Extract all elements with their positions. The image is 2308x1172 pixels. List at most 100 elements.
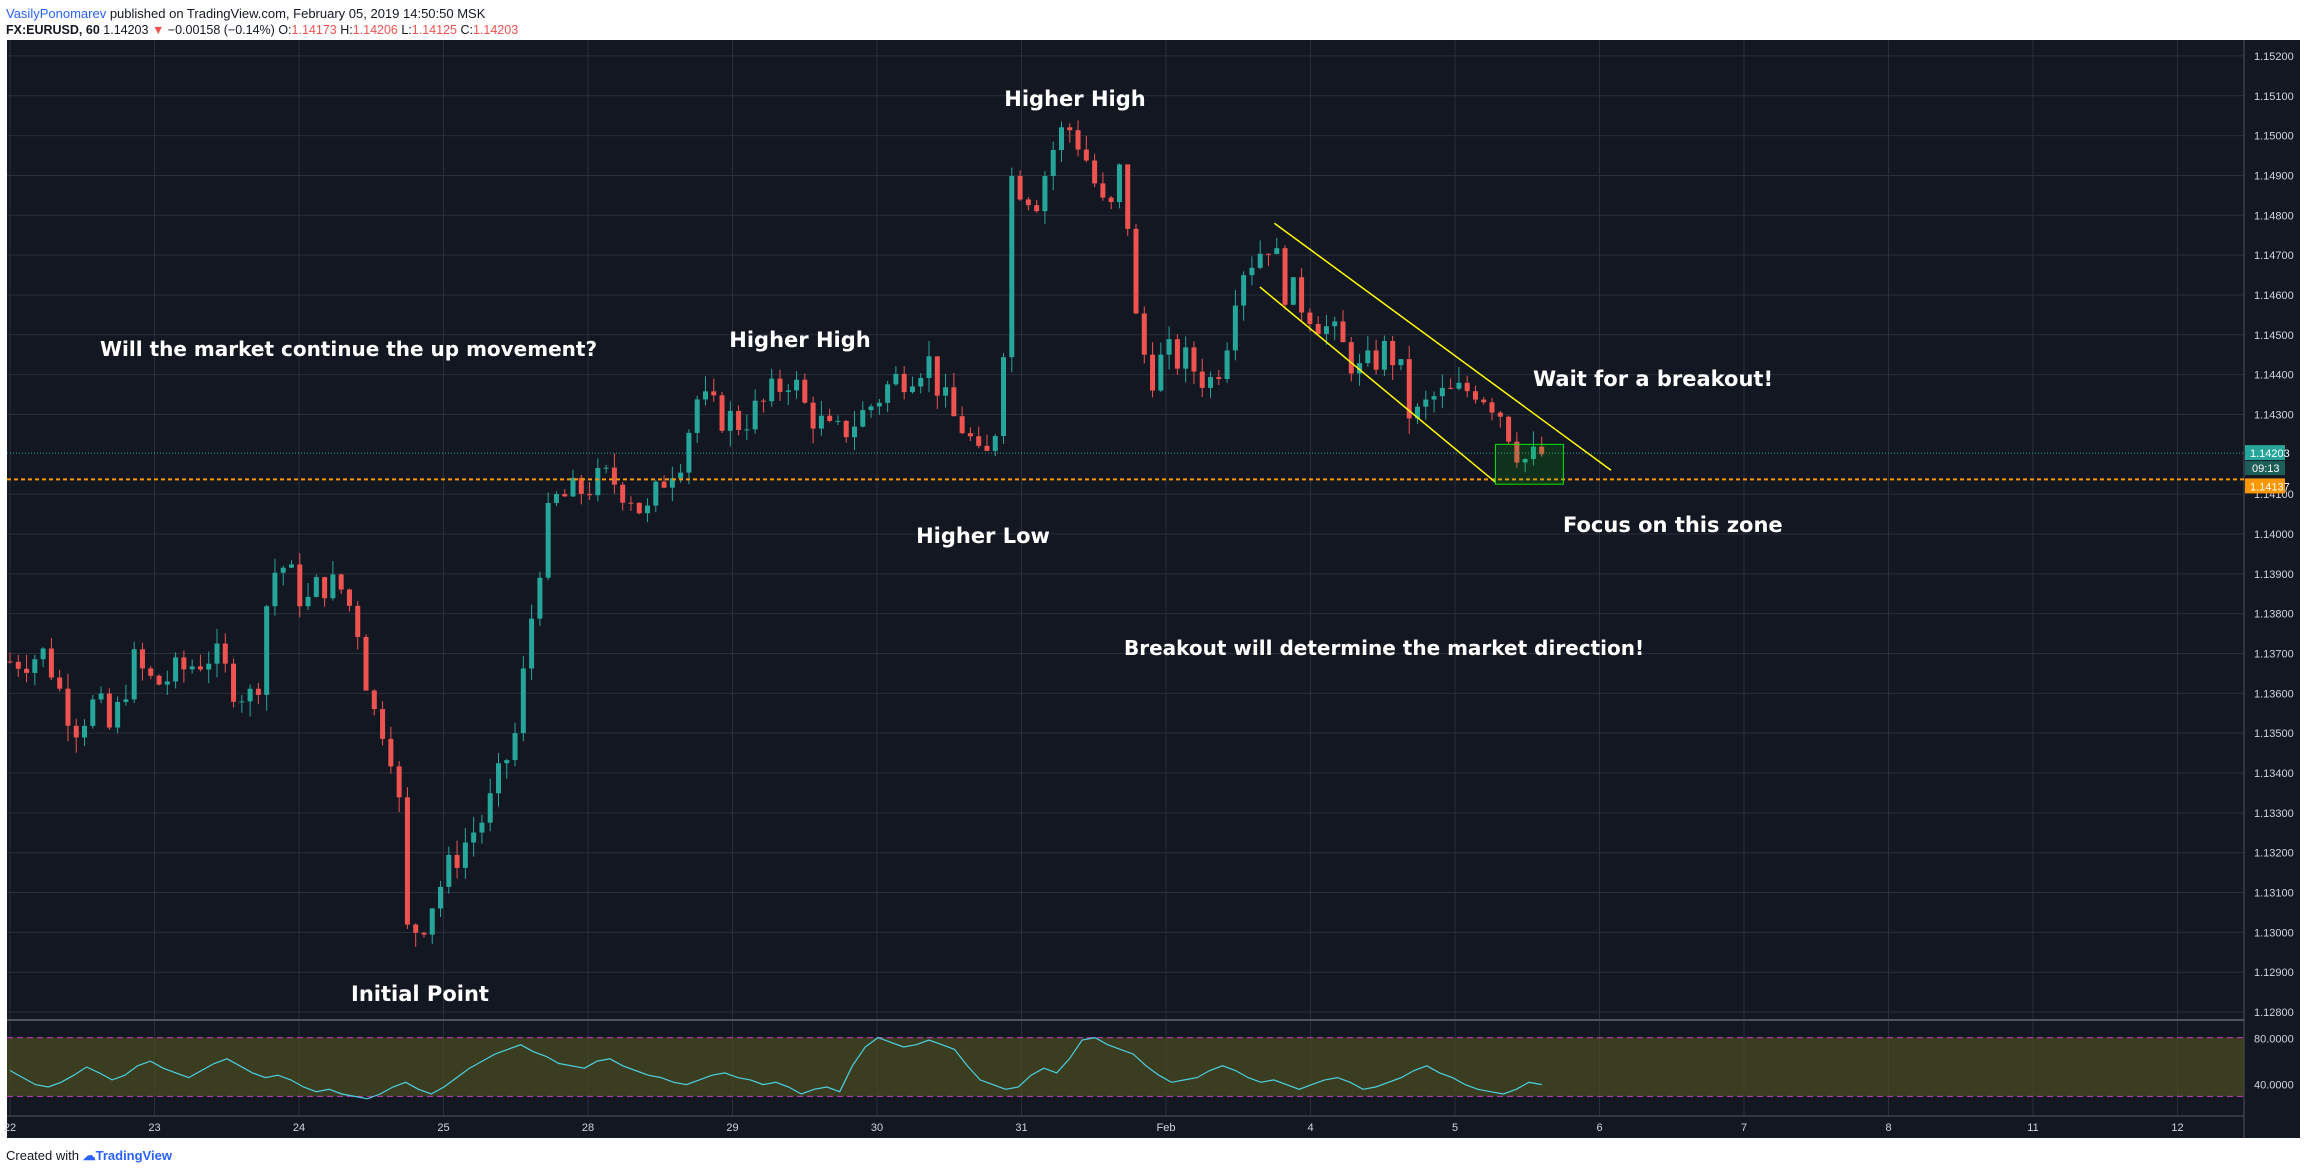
price-tick-label: 1.14500: [2254, 330, 2294, 342]
candle-body: [1439, 387, 1445, 397]
candle-body: [909, 386, 915, 393]
candle-body: [1150, 354, 1156, 391]
candle-body: [578, 477, 584, 494]
candle-body: [346, 589, 352, 606]
price-tick-label: 1.13100: [2254, 888, 2294, 900]
price-tick-label: 1.13600: [2254, 688, 2294, 700]
candle-body: [495, 763, 501, 794]
open-label: O:: [278, 23, 292, 37]
time-tick-label: 31: [1015, 1122, 1027, 1134]
change-value: −0.00158 (−0.14%): [167, 23, 275, 37]
candle-body: [852, 426, 858, 438]
author-link[interactable]: VasilyPonomarev: [6, 6, 107, 21]
candle-body: [777, 378, 783, 392]
price-tick-label: 1.14900: [2254, 170, 2294, 182]
candle-body: [1373, 350, 1379, 370]
candle-body: [1241, 275, 1247, 306]
candle-body: [959, 416, 965, 434]
price-tick-label: 1.12900: [2254, 967, 2294, 979]
candle-body: [139, 649, 145, 669]
candle-body: [967, 433, 973, 437]
candle-body: [818, 415, 824, 429]
candle-body: [1406, 359, 1412, 419]
candle-body: [164, 681, 170, 685]
price-tick-label: 1.14400: [2254, 370, 2294, 382]
candle-body: [148, 668, 154, 676]
wait-breakout-label: Wait for a breakout!: [1533, 367, 1773, 391]
candle-body: [1208, 377, 1214, 388]
candle-body: [1299, 277, 1305, 313]
candle-body: [255, 688, 261, 695]
candle-body: [1216, 377, 1222, 380]
candle-body: [106, 693, 112, 728]
candle-body: [603, 467, 609, 469]
breakout-direction-label: Breakout will determine the market direc…: [1124, 636, 1644, 660]
price-tick-label: 1.13800: [2254, 609, 2294, 621]
candle-body: [934, 356, 940, 396]
published-text: published on TradingView.com, February 0…: [109, 6, 486, 21]
candle-body: [1141, 313, 1147, 355]
rsi-line: [9, 1036, 1542, 1100]
candle-body: [322, 577, 328, 599]
candle-body: [1067, 127, 1073, 131]
open-value: 1.14173: [291, 23, 337, 37]
candle-body: [661, 481, 667, 488]
candle-body: [794, 379, 800, 391]
candle-body: [1497, 412, 1503, 417]
publish-info: VasilyPonomarev published on TradingView…: [6, 4, 485, 24]
candle-body: [1183, 347, 1189, 369]
candle-body: [1530, 446, 1536, 459]
candle-body: [247, 688, 253, 702]
candle-body: [1191, 347, 1197, 372]
time-axis[interactable]: 22 23 24 25 28 29 30 31 Feb 4 5 6 7 8 11 12: [4, 1122, 2184, 1134]
tradingview-brand[interactable]: TradingView: [95, 1148, 172, 1163]
price-tick-label: 1.15100: [2254, 91, 2294, 103]
higher-low-label: Higher Low: [916, 524, 1050, 548]
countdown-badge: [2245, 461, 2285, 476]
candle-body: [1481, 399, 1487, 403]
candle-body: [885, 384, 891, 403]
price-tick-label: 1.13200: [2254, 848, 2294, 860]
price-axis[interactable]: 1.15200 1.15100 1.15000 1.14900 1.14800 1.147…: [2245, 51, 2294, 1092]
candle-body: [181, 657, 187, 670]
candle-body: [297, 564, 303, 607]
last-price-badge: [2245, 445, 2285, 461]
chart-background: [7, 40, 2300, 1138]
rsi-pane: [7, 1036, 2244, 1100]
question-label: Will the market continue the up movement…: [100, 337, 597, 361]
candle-body: [1539, 446, 1545, 455]
candle-body: [123, 699, 129, 702]
last-price-badge-label: 1.14203: [2250, 448, 2290, 460]
candle-body: [1158, 354, 1164, 391]
candle-body: [802, 379, 808, 403]
candle-body: [206, 663, 212, 670]
candle-body: [1390, 340, 1396, 366]
low-label: L:: [401, 23, 412, 37]
channel-lower-line: [1259, 286, 1496, 483]
symbol-label: FX:EURUSD, 60: [6, 23, 100, 37]
candle-body: [421, 932, 427, 935]
candle-body: [305, 596, 311, 607]
candle-body: [396, 766, 402, 798]
time-tick-label: 28: [582, 1122, 594, 1134]
candle-body: [628, 502, 634, 504]
price-tick-label: 1.15200: [2254, 51, 2294, 63]
candle-body: [1290, 277, 1296, 305]
rsi-band: [7, 1037, 2244, 1097]
candle-body: [827, 415, 833, 421]
time-tick-label: 5: [1452, 1122, 1458, 1134]
candle-body: [1017, 176, 1023, 200]
candle-body: [529, 618, 535, 669]
support-badge-label: 1.14137: [2250, 481, 2290, 493]
higher-high-label: Higher High: [1004, 87, 1145, 111]
candle-body: [90, 699, 96, 726]
close-value: 1.14203: [472, 23, 519, 37]
candle-body: [1340, 321, 1346, 343]
candle-body: [976, 436, 982, 446]
candle-body: [587, 493, 593, 496]
candle-body: [1282, 248, 1288, 305]
candle-body: [653, 481, 659, 506]
candle-body: [413, 924, 419, 933]
price-tick-label: 1.12800: [2254, 1007, 2294, 1019]
